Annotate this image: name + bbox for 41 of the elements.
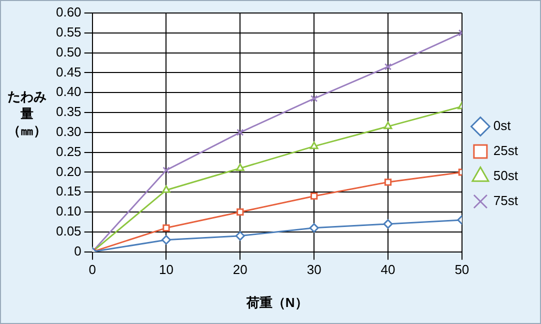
point [384,122,392,130]
point [162,166,170,174]
legend-label: 75st [493,193,518,208]
point [310,192,318,200]
x-tick-label: 20 [232,262,248,278]
point [162,185,170,193]
legend-label: 25st [493,143,518,158]
y-tick-label: 0.15 [56,184,82,199]
point [383,219,393,229]
y-tick-label: 0.30 [56,124,82,139]
point [236,208,244,216]
y-tick-label: 0.45 [56,64,82,80]
x-tick-label: 30 [306,262,322,278]
y-tick-label: 0.50 [56,44,82,60]
point [384,63,392,70]
y-tick-label: 0.05 [56,223,82,238]
x-axis-title: 荷重（N） [245,294,308,310]
x-tick-label: 40 [380,262,396,278]
y-tick-label: 0.40 [56,84,82,100]
point [236,128,244,136]
point [235,231,245,241]
point [310,94,318,102]
y-tick-label: 0.10 [56,204,82,219]
y-tick-label: 0 [74,243,82,258]
point [310,142,318,150]
x-tick-label: 10 [158,262,174,278]
point [161,235,171,245]
point [236,163,244,171]
point [162,224,170,232]
legend-label: 50st [493,168,518,184]
y-tick-label: 0.60 [56,4,82,20]
y-tick-label: 0.55 [56,24,82,40]
x-tick-label: 0 [88,262,96,278]
y-tick-label: 0.35 [56,104,82,120]
x-tick-label: 50 [454,262,470,278]
point [384,178,392,186]
y-tick-label: 0.25 [56,144,82,159]
point [309,223,319,233]
y-axis-title: たわみ量（㎜） [6,89,48,140]
legend-label: 0st [493,118,512,134]
y-tick-label: 0.20 [56,164,82,179]
